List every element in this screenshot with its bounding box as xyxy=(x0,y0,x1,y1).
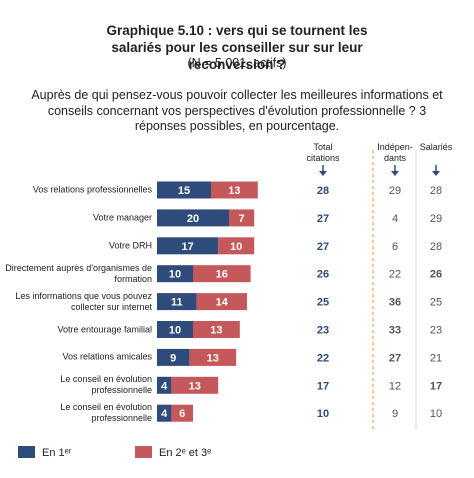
category-label: Votre entourage familial xyxy=(57,324,152,334)
table-value: 22 xyxy=(317,352,329,364)
table-value: 4 xyxy=(392,213,398,225)
question: Auprès de qui pensez-vous pouvoir collec… xyxy=(31,88,443,133)
value-label: 10 xyxy=(169,269,181,281)
category-label: Votre DRH xyxy=(108,240,152,251)
arrow-head xyxy=(319,171,327,176)
table-value: 26 xyxy=(317,269,329,281)
value-label: 13 xyxy=(228,185,240,197)
table-value: 21 xyxy=(430,352,442,364)
table-value: 9 xyxy=(392,408,398,420)
chart-title: Graphique 5.10 : vers qui se tournent le… xyxy=(106,23,368,72)
bar xyxy=(193,265,251,283)
value-label: 14 xyxy=(216,297,229,309)
column-header: Salariés xyxy=(419,142,453,152)
value-label: 17 xyxy=(181,241,193,253)
bar xyxy=(229,209,255,227)
bar xyxy=(157,321,193,338)
column-header: Total citations xyxy=(306,142,340,163)
table-value: 29 xyxy=(430,213,442,225)
table-value: 33 xyxy=(389,325,401,337)
table-value: 28 xyxy=(430,185,442,197)
bar xyxy=(157,376,172,394)
value-label: 16 xyxy=(216,269,228,281)
table-value: 29 xyxy=(389,185,401,197)
table-value: 17 xyxy=(430,380,442,392)
bar xyxy=(157,265,193,283)
legend-label: En 1ᵉʳ xyxy=(42,447,72,459)
value-label: 15 xyxy=(178,185,190,197)
table-value: 10 xyxy=(430,408,442,420)
table-value: 25 xyxy=(430,297,442,309)
value-label: 6 xyxy=(179,408,185,420)
bar xyxy=(157,348,190,366)
legend-swatch xyxy=(18,446,35,458)
category-label: Vos relations professionnelles xyxy=(32,184,152,195)
bar xyxy=(218,237,255,255)
category-label: Vos relations amicales xyxy=(62,351,152,362)
table-value: 28 xyxy=(430,241,442,253)
bar xyxy=(211,181,258,199)
column-header: Indépen-dants xyxy=(377,142,413,163)
value-label: 11 xyxy=(171,297,183,309)
bar xyxy=(157,293,197,311)
arrow-head xyxy=(432,171,440,176)
table-value: 12 xyxy=(389,380,401,392)
table-value: 22 xyxy=(389,269,401,281)
value-label: 13 xyxy=(207,352,219,364)
value-label: 20 xyxy=(187,213,199,225)
table-value: 6 xyxy=(392,241,398,253)
table-value: 17 xyxy=(317,380,329,392)
value-label: 10 xyxy=(169,325,181,337)
bar xyxy=(171,376,219,394)
arrow-head xyxy=(391,171,399,176)
bar xyxy=(157,209,229,227)
table-value: 23 xyxy=(317,325,329,337)
legend-swatch xyxy=(135,446,152,458)
category-label: Le conseil en évolution professionnelle xyxy=(60,374,152,396)
category-label: Directement auprès d'organismes de forma… xyxy=(5,262,152,284)
category-label: Le conseil en évolution professionnelle xyxy=(60,402,152,424)
value-label: 10 xyxy=(230,241,242,253)
bar xyxy=(189,348,237,366)
table-value: 27 xyxy=(317,213,329,225)
bar xyxy=(193,321,240,338)
table-value: 10 xyxy=(317,408,329,420)
value-label: 13 xyxy=(210,325,222,337)
table-value: 28 xyxy=(317,185,329,197)
table-value: 23 xyxy=(430,325,442,337)
table-value: 25 xyxy=(317,297,329,309)
category-label: Les informations que vous pouvez collect… xyxy=(15,290,152,312)
value-label: 13 xyxy=(189,380,201,392)
chart-subtitle: (N = 5 001, actifs) xyxy=(187,56,287,70)
table-value: 36 xyxy=(389,297,401,309)
value-label: 7 xyxy=(239,213,245,225)
bar xyxy=(196,293,247,311)
bar xyxy=(157,404,172,422)
legend-label: En 2ᵉ et 3ᵉ xyxy=(159,447,211,459)
bar xyxy=(157,237,219,255)
value-label: 4 xyxy=(161,380,168,392)
value-label: 9 xyxy=(170,352,176,364)
bar xyxy=(157,181,211,199)
table-value: 26 xyxy=(430,269,442,281)
table-value: 27 xyxy=(389,352,401,364)
category-label: Votre manager xyxy=(92,212,152,223)
bar xyxy=(171,404,193,422)
table-value: 27 xyxy=(317,241,329,253)
value-label: 4 xyxy=(161,408,168,420)
